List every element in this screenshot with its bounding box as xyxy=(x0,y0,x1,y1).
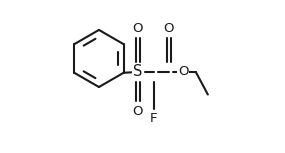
Text: F: F xyxy=(150,112,158,125)
Text: O: O xyxy=(133,104,143,118)
Text: O: O xyxy=(178,65,188,78)
Text: O: O xyxy=(133,22,143,35)
Text: S: S xyxy=(133,65,143,80)
Text: O: O xyxy=(164,22,174,35)
